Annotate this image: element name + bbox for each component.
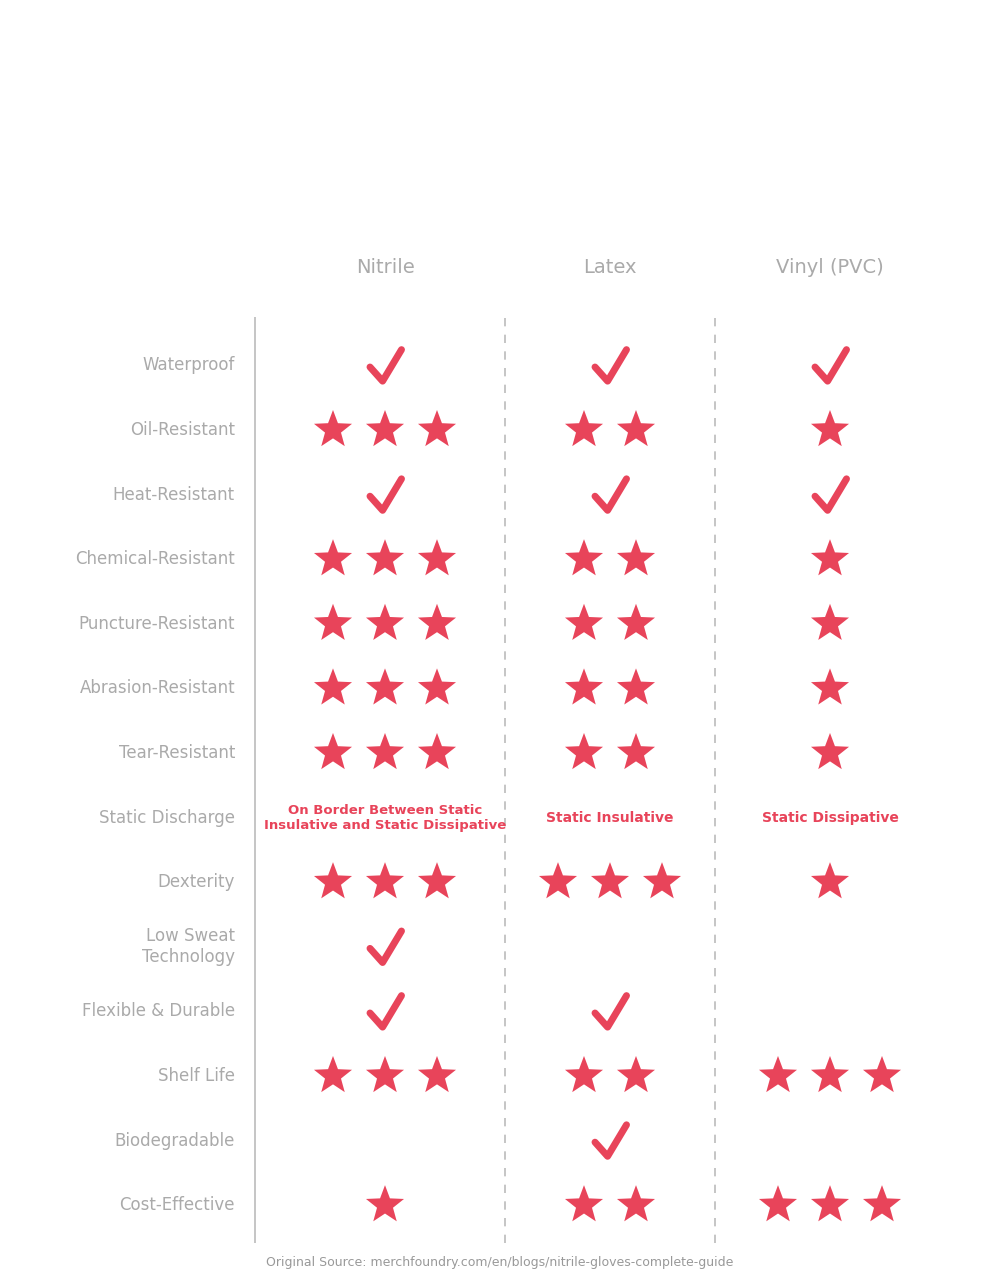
Text: Cost-Effective: Cost-Effective: [120, 1196, 235, 1214]
Text: Flexible & Durable: Flexible & Durable: [82, 1003, 235, 1021]
Polygon shape: [863, 1056, 901, 1092]
Text: Puncture-Resistant: Puncture-Resistant: [78, 615, 235, 633]
Polygon shape: [366, 862, 404, 898]
Polygon shape: [617, 540, 655, 576]
Polygon shape: [366, 411, 404, 446]
Polygon shape: [565, 411, 603, 446]
Text: Latex: Latex: [583, 258, 637, 278]
Polygon shape: [366, 1056, 404, 1092]
Text: Chemical-Resistant: Chemical-Resistant: [75, 550, 235, 568]
Text: Vinyl (PVC): Vinyl (PVC): [776, 258, 884, 278]
Polygon shape: [366, 604, 404, 640]
Polygon shape: [314, 540, 352, 576]
Polygon shape: [565, 733, 603, 769]
Polygon shape: [643, 862, 681, 898]
Polygon shape: [617, 1056, 655, 1092]
Polygon shape: [617, 1186, 655, 1221]
Polygon shape: [811, 411, 849, 446]
Text: Original Source: merchfoundry.com/en/blogs/nitrile-gloves-complete-guide: Original Source: merchfoundry.com/en/blo…: [266, 1256, 734, 1269]
Polygon shape: [418, 1056, 456, 1092]
Text: Heat-Resistant: Heat-Resistant: [113, 486, 235, 504]
Text: Abrasion-Resistant: Abrasion-Resistant: [79, 679, 235, 697]
Polygon shape: [565, 540, 603, 576]
Text: Nitrile: Nitrile: [356, 258, 414, 278]
Text: Tear-Resistant: Tear-Resistant: [119, 744, 235, 762]
Polygon shape: [418, 604, 456, 640]
Polygon shape: [811, 733, 849, 769]
Polygon shape: [617, 604, 655, 640]
Polygon shape: [617, 411, 655, 446]
Polygon shape: [811, 604, 849, 640]
Polygon shape: [863, 1186, 901, 1221]
Polygon shape: [418, 540, 456, 576]
Text: Oil-Resistant: Oil-Resistant: [130, 421, 235, 439]
Polygon shape: [811, 669, 849, 705]
Polygon shape: [314, 862, 352, 898]
Polygon shape: [366, 1186, 404, 1221]
Text: Low Sweat
Technology: Low Sweat Technology: [142, 927, 235, 966]
Polygon shape: [759, 1186, 797, 1221]
Polygon shape: [314, 1056, 352, 1092]
Polygon shape: [418, 733, 456, 769]
Polygon shape: [418, 669, 456, 705]
Polygon shape: [565, 1186, 603, 1221]
Text: Static Discharge: Static Discharge: [99, 808, 235, 826]
Text: NITRILE, LATEX, & VINYL: NITRILE, LATEX, & VINYL: [230, 50, 770, 88]
Polygon shape: [366, 669, 404, 705]
Polygon shape: [314, 604, 352, 640]
Text: Shelf Life: Shelf Life: [158, 1067, 235, 1085]
Polygon shape: [565, 669, 603, 705]
Polygon shape: [539, 862, 577, 898]
Text: Waterproof: Waterproof: [143, 357, 235, 375]
Polygon shape: [811, 1186, 849, 1221]
Polygon shape: [565, 1056, 603, 1092]
Polygon shape: [811, 1056, 849, 1092]
Polygon shape: [591, 862, 629, 898]
Polygon shape: [314, 411, 352, 446]
Polygon shape: [811, 862, 849, 898]
Polygon shape: [314, 733, 352, 769]
Polygon shape: [811, 540, 849, 576]
Text: Biodegradable: Biodegradable: [115, 1132, 235, 1150]
Text: Static Insulative: Static Insulative: [546, 811, 674, 825]
Polygon shape: [617, 669, 655, 705]
Text: On Border Between Static
Insulative and Static Dissipative: On Border Between Static Insulative and …: [264, 803, 506, 831]
Polygon shape: [565, 604, 603, 640]
Polygon shape: [366, 733, 404, 769]
Polygon shape: [759, 1056, 797, 1092]
Text: GLOVE COMPARISON CHART: GLOVE COMPARISON CHART: [195, 111, 805, 148]
Polygon shape: [418, 862, 456, 898]
Text: Dexterity: Dexterity: [158, 874, 235, 891]
Text: Static Dissipative: Static Dissipative: [762, 811, 898, 825]
Polygon shape: [366, 540, 404, 576]
Polygon shape: [617, 733, 655, 769]
Polygon shape: [314, 669, 352, 705]
Polygon shape: [418, 411, 456, 446]
